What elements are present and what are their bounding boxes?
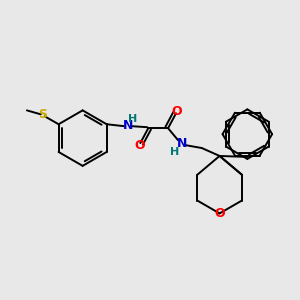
Text: N: N — [123, 119, 134, 132]
Text: O: O — [172, 105, 182, 118]
Text: O: O — [134, 139, 145, 152]
Text: O: O — [214, 207, 225, 220]
Text: H: H — [170, 147, 180, 157]
Text: H: H — [128, 114, 137, 124]
Text: N: N — [177, 136, 187, 150]
Text: S: S — [38, 108, 47, 121]
